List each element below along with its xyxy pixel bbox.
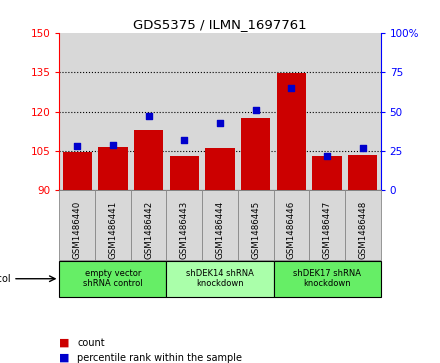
Text: GSM1486446: GSM1486446	[287, 201, 296, 259]
Point	[216, 120, 224, 126]
Bar	[345, 191, 381, 260]
Point	[323, 153, 330, 159]
Text: GSM1486447: GSM1486447	[323, 201, 332, 259]
Point	[110, 142, 117, 148]
Point	[181, 137, 188, 143]
Bar	[62, 152, 92, 191]
Bar	[309, 191, 345, 260]
Point	[252, 107, 259, 113]
Point	[74, 143, 81, 149]
Bar	[166, 261, 274, 297]
Bar	[59, 33, 95, 191]
Bar	[166, 33, 202, 191]
Text: empty vector
shRNA control: empty vector shRNA control	[83, 269, 143, 289]
Text: GSM1486441: GSM1486441	[108, 201, 117, 259]
Bar	[202, 33, 238, 191]
Bar	[238, 191, 274, 260]
Bar	[274, 33, 309, 191]
Bar	[277, 73, 306, 191]
Bar	[166, 191, 202, 260]
Bar	[238, 33, 274, 191]
Point	[359, 145, 366, 151]
Bar	[134, 130, 163, 191]
Text: GSM1486444: GSM1486444	[216, 201, 224, 259]
Text: count: count	[77, 338, 105, 348]
Point	[288, 85, 295, 91]
Bar	[59, 191, 95, 260]
Text: ■: ■	[59, 352, 70, 363]
Bar	[95, 191, 131, 260]
Bar	[95, 33, 131, 191]
Bar	[131, 33, 166, 191]
Bar	[348, 155, 378, 191]
Text: GSM1486448: GSM1486448	[358, 201, 367, 259]
Text: GSM1486445: GSM1486445	[251, 201, 260, 259]
Bar	[98, 147, 128, 191]
Bar	[170, 156, 199, 191]
Title: GDS5375 / ILMN_1697761: GDS5375 / ILMN_1697761	[133, 19, 307, 32]
Bar	[241, 118, 270, 191]
Bar	[274, 191, 309, 260]
Bar	[202, 191, 238, 260]
Bar	[312, 156, 342, 191]
Text: protocol: protocol	[0, 274, 11, 284]
Bar	[274, 261, 381, 297]
Text: GSM1486442: GSM1486442	[144, 201, 153, 259]
Text: ■: ■	[59, 338, 70, 348]
Point	[145, 113, 152, 119]
Bar	[205, 148, 235, 191]
Text: shDEK17 shRNA
knockdown: shDEK17 shRNA knockdown	[293, 269, 361, 289]
Text: percentile rank within the sample: percentile rank within the sample	[77, 352, 242, 363]
Bar	[345, 33, 381, 191]
Text: shDEK14 shRNA
knockdown: shDEK14 shRNA knockdown	[186, 269, 254, 289]
Bar	[309, 33, 345, 191]
Bar	[59, 261, 166, 297]
Bar	[131, 191, 166, 260]
Text: GSM1486440: GSM1486440	[73, 201, 82, 259]
Text: GSM1486443: GSM1486443	[180, 201, 189, 259]
